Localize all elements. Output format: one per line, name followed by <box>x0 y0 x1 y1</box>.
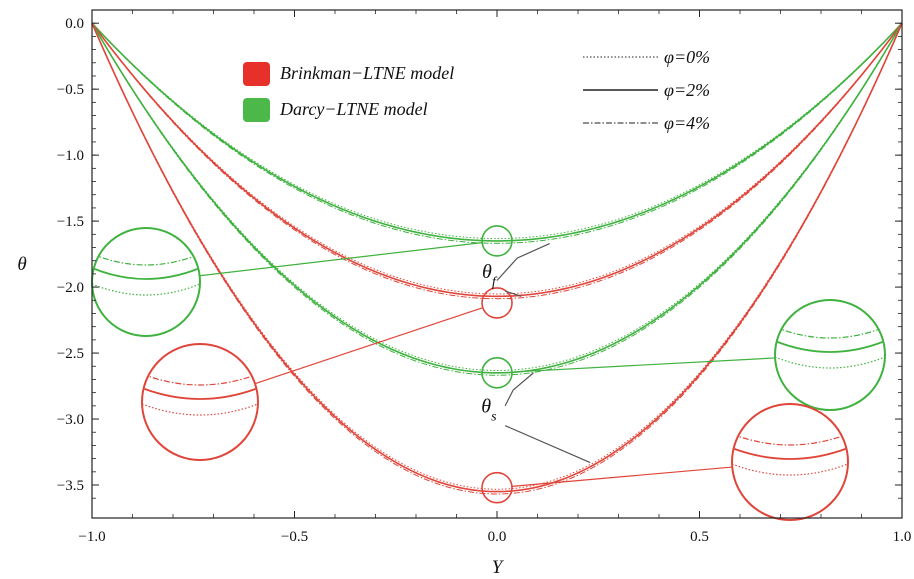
legend-style-label: φ=2% <box>664 80 710 100</box>
series-line-brinkman-ltne-fluid <box>91 22 903 300</box>
zoom-bubble <box>731 403 849 521</box>
y-tick-label: −1.5 <box>57 214 84 230</box>
series-line-brinkman-ltne-fluid <box>91 22 903 295</box>
series-line-darcy-ltne-fluid <box>91 22 903 242</box>
phase-label-base: θ <box>482 261 492 283</box>
zoom-arc <box>93 267 199 280</box>
zoom-connector-line <box>199 242 483 277</box>
x-axis-title: Y <box>492 557 505 578</box>
zoom-target-circle <box>481 471 513 504</box>
zoom-magnified-lines <box>143 373 257 416</box>
zoom-target-circle <box>481 357 513 389</box>
zoom-connector-line <box>254 307 483 385</box>
phase-label-subscript: f <box>492 274 498 289</box>
zoom-callout-layer <box>91 225 886 521</box>
y-tick-label: −2.0 <box>57 280 84 296</box>
phase-label: θs <box>481 395 497 424</box>
legend-swatch <box>243 98 270 122</box>
phase-label: θf <box>482 261 498 290</box>
x-tick-label: −1.0 <box>78 529 105 545</box>
zoom-connector-line <box>511 466 733 487</box>
legend-style-label: φ=4% <box>664 113 710 133</box>
legend-label: Darcy−LTNE model <box>279 99 428 119</box>
series-line-darcy-ltne-fluid <box>91 22 903 240</box>
legend-models: Brinkman−LTNE model Darcy−LTNE model <box>243 62 454 122</box>
series-line-darcy-ltne-fluid <box>91 22 903 244</box>
zoom-arc <box>143 387 257 400</box>
zoom-magnified-lines <box>733 433 847 476</box>
zoom-arc <box>93 283 199 296</box>
zoom-arc <box>733 463 847 476</box>
y-axis-title: θ <box>17 254 26 275</box>
y-tick-label: −0.5 <box>57 82 84 98</box>
zoom-bubble <box>91 227 201 337</box>
x-tick-label: 1.0 <box>893 529 912 545</box>
legend-swatch <box>243 62 270 86</box>
pointer-theta-f <box>496 243 550 281</box>
zoom-target-circle <box>481 225 513 257</box>
pointer-theta-f-2 <box>504 290 522 297</box>
x-tick-label: 0.0 <box>488 529 507 545</box>
zoom-arc <box>733 433 847 446</box>
curve-layer <box>91 22 903 495</box>
zoom-arc <box>733 447 847 460</box>
x-axis-ticks: −1.0 −0.5 0.0 0.5 1.0 <box>78 10 911 545</box>
phase-label-base: θ <box>481 395 491 417</box>
zoom-connector-line <box>511 357 776 373</box>
x-tick-label: 0.5 <box>690 529 709 545</box>
series-line-brinkman-ltne-solid <box>91 22 903 493</box>
zoom-arc <box>143 403 257 416</box>
phase-label-subscript: s <box>491 409 497 424</box>
zoom-arc <box>776 356 884 369</box>
y-tick-label: −3.0 <box>57 412 84 428</box>
zoom-target-circle <box>481 287 513 319</box>
series-line-darcy-ltne-solid <box>91 22 903 376</box>
y-axis-ticks: 0.0 −0.5 −1.0 −1.5 −2.0 −2.5 −3.0 −3.5 <box>57 16 902 499</box>
zoom-arc <box>93 253 199 266</box>
zoom-bubble <box>141 343 259 461</box>
pointer-theta-s-2 <box>504 425 591 464</box>
x-tick-label: −0.5 <box>281 529 308 545</box>
y-tick-label: 0.0 <box>65 16 84 32</box>
legend-label: Brinkman−LTNE model <box>280 63 454 83</box>
y-tick-label: −1.0 <box>57 148 84 164</box>
legend-style-label: φ=0% <box>664 47 710 67</box>
pointer-layer <box>496 243 591 464</box>
series-line-darcy-ltne-solid <box>91 22 903 371</box>
y-tick-label: −2.5 <box>57 346 84 362</box>
series-line-brinkman-ltne-solid <box>91 22 903 495</box>
zoom-arc <box>776 340 884 353</box>
zoom-arc <box>776 326 884 339</box>
series-line-brinkman-ltne-fluid <box>91 22 903 298</box>
series-line-darcy-ltne-solid <box>91 22 903 374</box>
pointer-theta-s <box>504 372 534 407</box>
zoom-bubble <box>774 299 886 411</box>
zoom-arc <box>143 373 257 386</box>
legend-line-styles: φ=0% φ=2% φ=4% <box>583 47 710 133</box>
zoom-magnified-lines <box>93 253 199 296</box>
zoom-magnified-lines <box>776 326 884 369</box>
y-tick-label: −3.5 <box>57 478 84 494</box>
